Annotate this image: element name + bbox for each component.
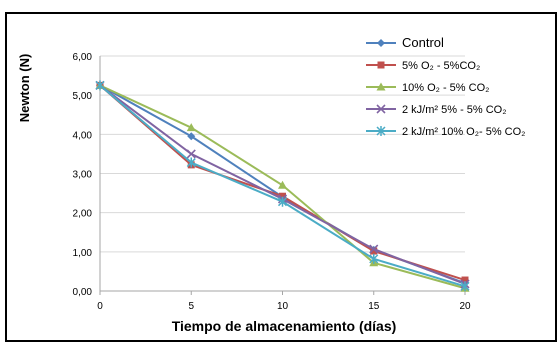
y-tick-label: 3,00	[73, 170, 93, 181]
legend-item-2: 5% O₂ - 5%CO₂	[366, 60, 480, 72]
data-point	[187, 132, 196, 141]
legend-label: 2 kJ/m² 10% O₂- 5% CO₂	[402, 126, 525, 138]
data-point	[370, 247, 378, 255]
legend-marker	[376, 126, 386, 136]
y-tick-label: 4,00	[73, 130, 93, 141]
legend-item-3: 10% O₂ - 5% CO₂	[366, 82, 489, 94]
data-point	[186, 123, 196, 132]
data-point	[279, 192, 286, 200]
gridlines	[100, 55, 465, 253]
data-point	[186, 149, 196, 159]
series	[95, 80, 470, 292]
data-point	[460, 281, 470, 292]
legend-marker	[377, 39, 385, 47]
legend-item-1: Control	[366, 35, 444, 50]
legend-label: 10% O₂ - 5% CO₂	[402, 82, 489, 94]
x-tick-label: 0	[97, 301, 103, 312]
x-axis-title: Tiempo de almacenamiento (días)	[172, 318, 397, 334]
data-point	[461, 276, 469, 284]
legend-marker	[376, 104, 386, 114]
x-tick-label: 20	[459, 301, 471, 312]
series-5	[95, 80, 470, 292]
data-point	[186, 157, 196, 168]
data-point	[369, 253, 379, 264]
data-point	[95, 80, 105, 91]
x-tick-label: 10	[277, 301, 289, 312]
axes: 0,00 1,00 2,00 3,00 4,00 5,00 6,00 0 5 10 15 20	[73, 52, 471, 312]
legend: Control 5% O₂ - 5%CO₂ 10% O₂ - 5% CO₂ 2 kJ/…	[366, 35, 525, 138]
data-point	[277, 196, 288, 207]
data-point	[369, 244, 379, 254]
y-tick-label: 5,00	[73, 91, 93, 102]
y-tick-label: 1,00	[73, 248, 93, 259]
legend-label: 2 kJ/m² 5% - 5% CO₂	[402, 104, 507, 116]
data-point	[278, 180, 287, 189]
legend-label: Control	[402, 35, 444, 50]
legend-marker	[376, 82, 386, 91]
x-tick-label: 5	[188, 301, 194, 312]
line-chart: 0,00 1,00 2,00 3,00 4,00 5,00 6,00 0 5 10 15 20 Con…	[17, 35, 525, 334]
legend-item-5: 2 kJ/m² 10% O₂- 5% CO₂	[366, 126, 525, 138]
y-axis-title: Newton (N)	[17, 54, 32, 123]
chart-frame: 0,00 1,00 2,00 3,00 4,00 5,00 6,00 0 5 10 15 20 Con…	[5, 12, 557, 342]
y-tick-label: 0,00	[73, 287, 93, 298]
legend-label: 5% O₂ - 5%CO₂	[402, 60, 480, 72]
legend-marker	[377, 61, 385, 69]
legend-item-4: 2 kJ/m² 5% - 5% CO₂	[366, 104, 507, 116]
y-tick-label: 2,00	[73, 209, 93, 220]
x-tick-label: 15	[368, 301, 380, 312]
y-tick-label: 6,00	[73, 52, 93, 63]
